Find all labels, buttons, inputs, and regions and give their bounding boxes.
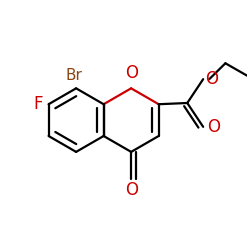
Text: O: O <box>125 64 138 82</box>
Text: Br: Br <box>65 68 82 84</box>
Text: O: O <box>205 70 218 88</box>
Text: O: O <box>125 181 138 199</box>
Text: F: F <box>33 95 42 113</box>
Text: O: O <box>207 118 220 136</box>
